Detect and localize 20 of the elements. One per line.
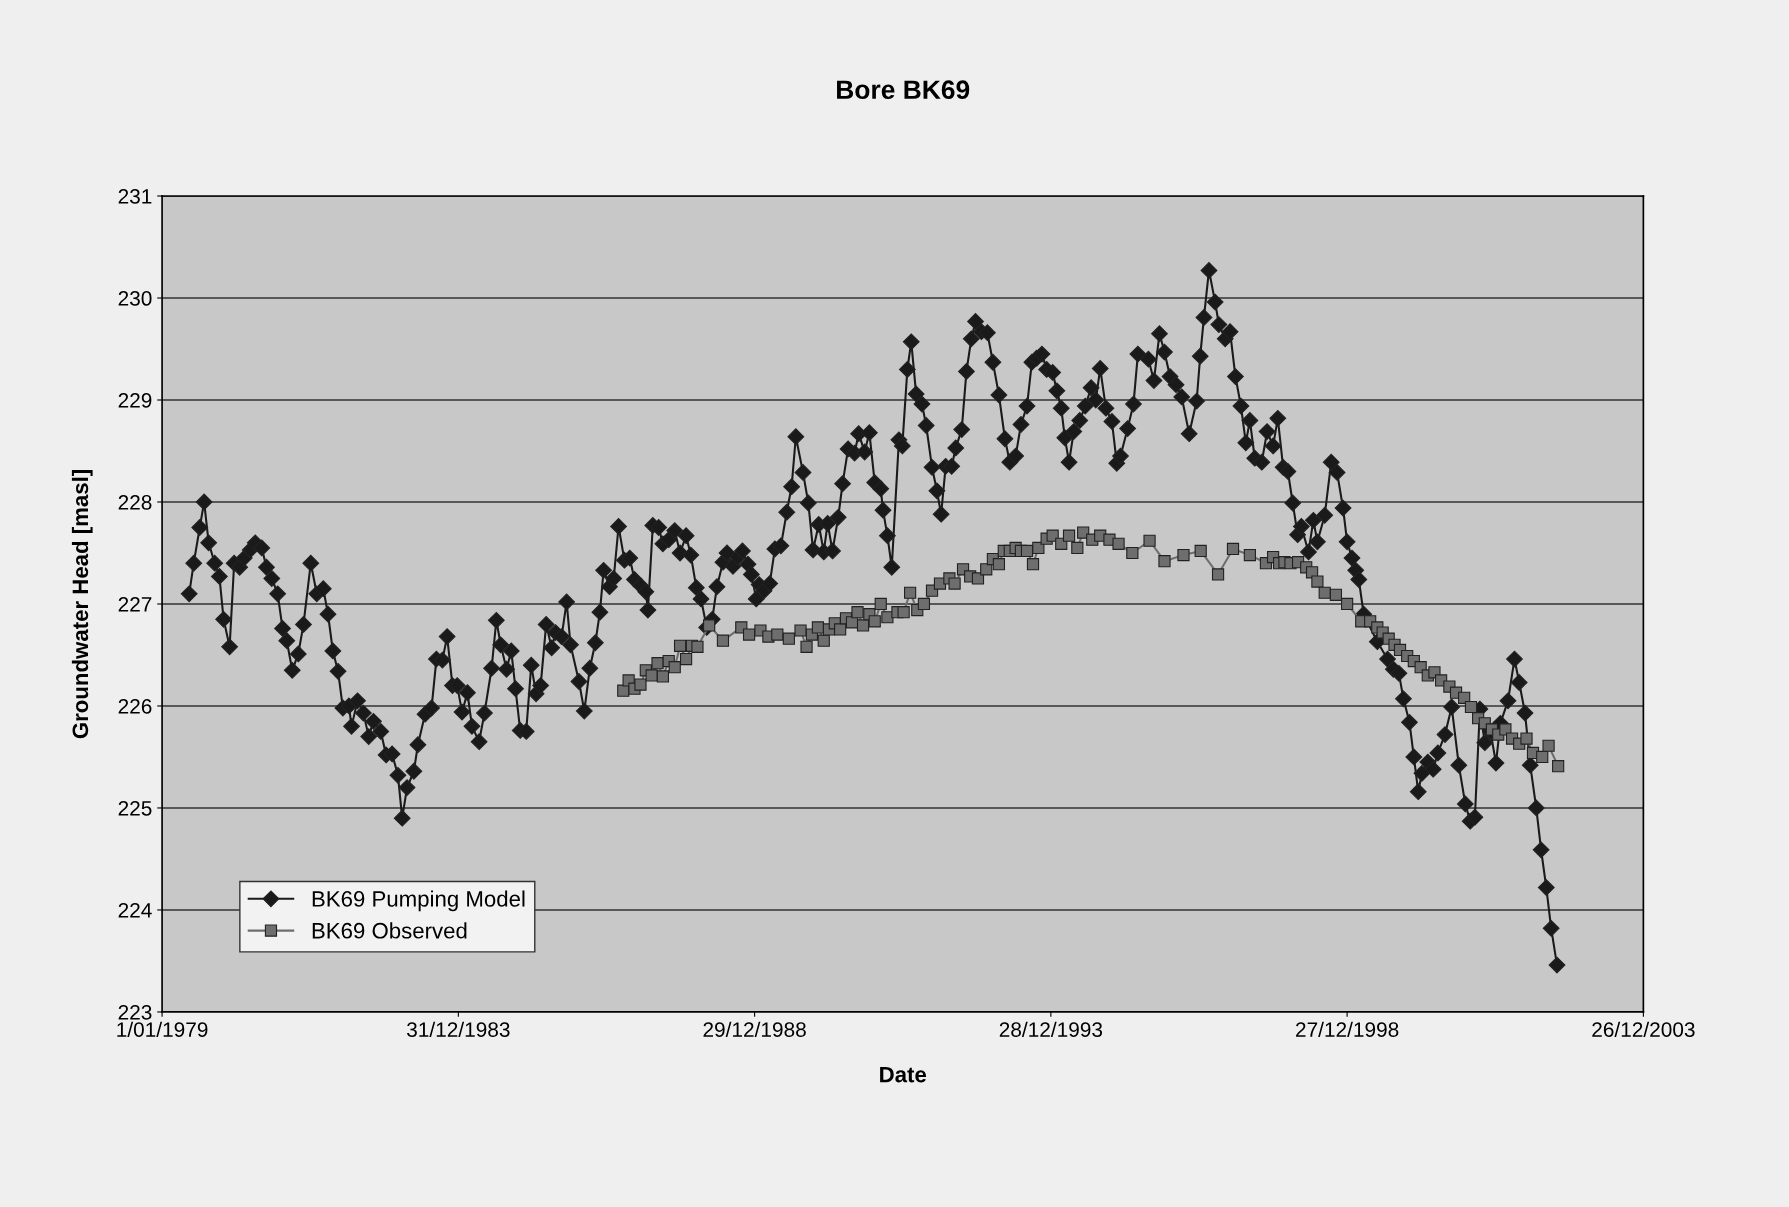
x-tick-label: 27/12/1998 — [1296, 1021, 1399, 1037]
y-tick-label: 227 — [118, 596, 152, 612]
legend-label: BK69 Pumping Model — [312, 890, 525, 912]
y-tick-label: 229 — [118, 393, 152, 408]
x-tick-label: 31/12/1983 — [407, 1021, 510, 1037]
y-tick-label: 223 — [118, 1004, 152, 1020]
x-tick-label: 1/01/1979 — [117, 1021, 208, 1037]
x-tick-label: 28/12/1993 — [999, 1021, 1103, 1037]
y-axis-title: Groundwater Head [masl] — [71, 470, 93, 739]
y-tick-label: 228 — [118, 494, 152, 510]
x-tick-label: 29/12/1988 — [703, 1021, 806, 1037]
y-tick-label: 226 — [118, 698, 152, 714]
y-tick-label: 224 — [118, 902, 152, 918]
legend-label: BK69 Observed — [312, 922, 467, 939]
y-tick-label: 225 — [118, 800, 152, 816]
y-tick-label: 231 — [118, 189, 152, 204]
x-axis-title: Date — [880, 1066, 927, 1083]
chart-title: Bore BK69 — [837, 80, 970, 100]
x-tick-label: 26/12/2003 — [1592, 1021, 1695, 1037]
y-tick-label: 230 — [118, 291, 152, 306]
